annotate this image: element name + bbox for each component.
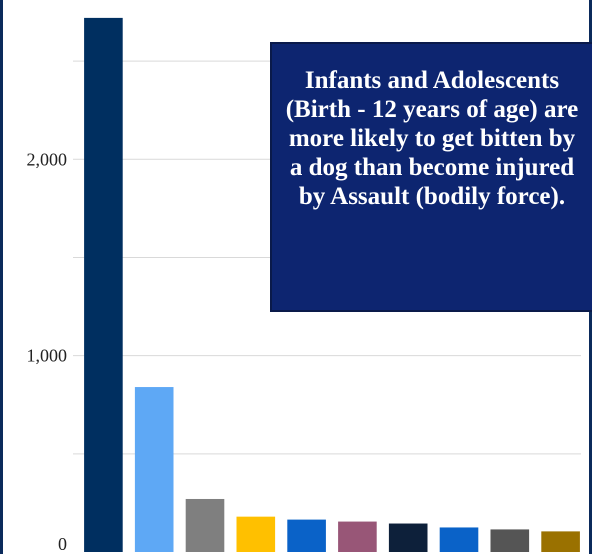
bar-6 (388, 523, 428, 552)
bar-2 (185, 498, 225, 552)
bar-8 (490, 529, 530, 552)
y-axis-ticks: 0 1,000 2,000 (27, 149, 68, 554)
callout-box: Infants and Adolescents (Birth - 12 year… (270, 42, 592, 312)
y-tick-label-2: 2,000 (27, 149, 68, 169)
bar-1 (134, 387, 174, 552)
y-tick-label-1: 1,000 (27, 346, 68, 366)
bar-0 (84, 17, 123, 552)
bar-7 (439, 527, 479, 552)
bar-5 (338, 521, 377, 552)
bar-3 (236, 516, 276, 552)
bar-4 (287, 519, 326, 552)
y-tick-label-0: 0 (58, 534, 67, 554)
bars (84, 17, 580, 552)
bar-chart: 0 1,000 2,000 (27, 17, 581, 554)
callout-text: Infants and Adolescents (Birth - 12 year… (285, 67, 579, 210)
bar-9 (541, 531, 580, 552)
